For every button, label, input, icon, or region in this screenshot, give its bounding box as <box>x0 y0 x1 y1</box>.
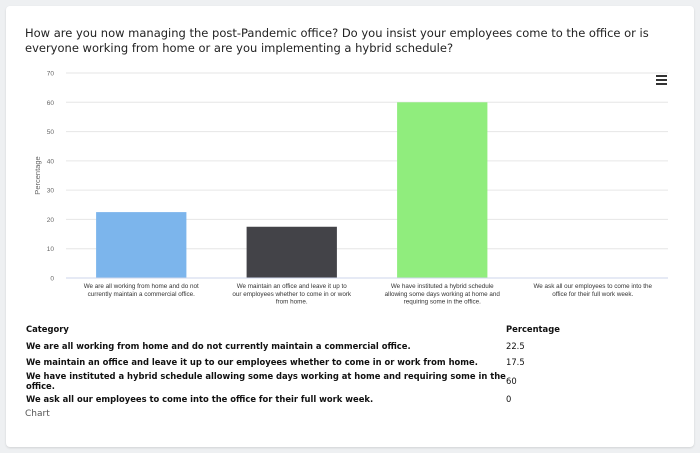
bar <box>96 212 187 278</box>
y-tick-label: 40 <box>47 158 55 165</box>
y-tick-label: 10 <box>47 246 55 253</box>
bar <box>397 102 488 279</box>
table-row: We ask all our employees to come into th… <box>26 391 646 408</box>
data-table: Category Percentage We are all working f… <box>26 321 646 407</box>
table-cell-value: 60 <box>506 375 517 386</box>
table-row: We have instituted a hybrid schedule all… <box>26 371 646 391</box>
table-cell-category: We have instituted a hybrid schedule all… <box>26 370 506 391</box>
x-tick-label: We have instituted a hybrid schedule allo… <box>385 283 501 306</box>
x-tick-label: We maintain an office and leave it up to… <box>232 283 351 306</box>
y-tick-label: 20 <box>47 217 55 224</box>
y-tick-label: 0 <box>50 276 54 283</box>
y-tick-label: 50 <box>47 129 55 136</box>
survey-question: How are you now managing the post-Pandem… <box>25 26 649 55</box>
table-cell-category: We are all working from home and do not … <box>26 340 411 351</box>
y-axis-title: Percentage <box>33 156 42 194</box>
table-cell-category: We ask all our employees to come into th… <box>26 393 374 404</box>
hamburger-menu-icon[interactable] <box>656 75 667 85</box>
y-tick-label: 60 <box>47 100 55 107</box>
survey-card: How are you now managing the post-Pandem… <box>6 6 694 447</box>
table-cell-value: 22.5 <box>506 340 525 351</box>
table-header-row: Category Percentage <box>26 321 646 338</box>
y-tick-label: 30 <box>47 188 55 195</box>
table-row: We maintain an office and leave it up to… <box>26 354 646 371</box>
bar-chart: 0 10 20 30 40 50 60 70 Percentage We are all work… <box>33 71 668 306</box>
table-cell-category: We maintain an office and leave it up to… <box>26 357 478 368</box>
header-percentage: Percentage <box>506 324 560 335</box>
chart-link[interactable]: Chart <box>25 409 50 419</box>
table-cell-value: 17.5 <box>506 357 525 368</box>
x-tick-label: We are all working from home and do not c… <box>84 283 199 298</box>
header-category: Category <box>26 324 69 335</box>
table-row: We are all working from home and do not … <box>26 338 646 355</box>
bar <box>246 226 337 278</box>
y-tick-label: 70 <box>47 71 55 78</box>
table-cell-value: 0 <box>506 393 512 404</box>
x-tick-label: We ask all our employees to come into th… <box>533 283 652 298</box>
